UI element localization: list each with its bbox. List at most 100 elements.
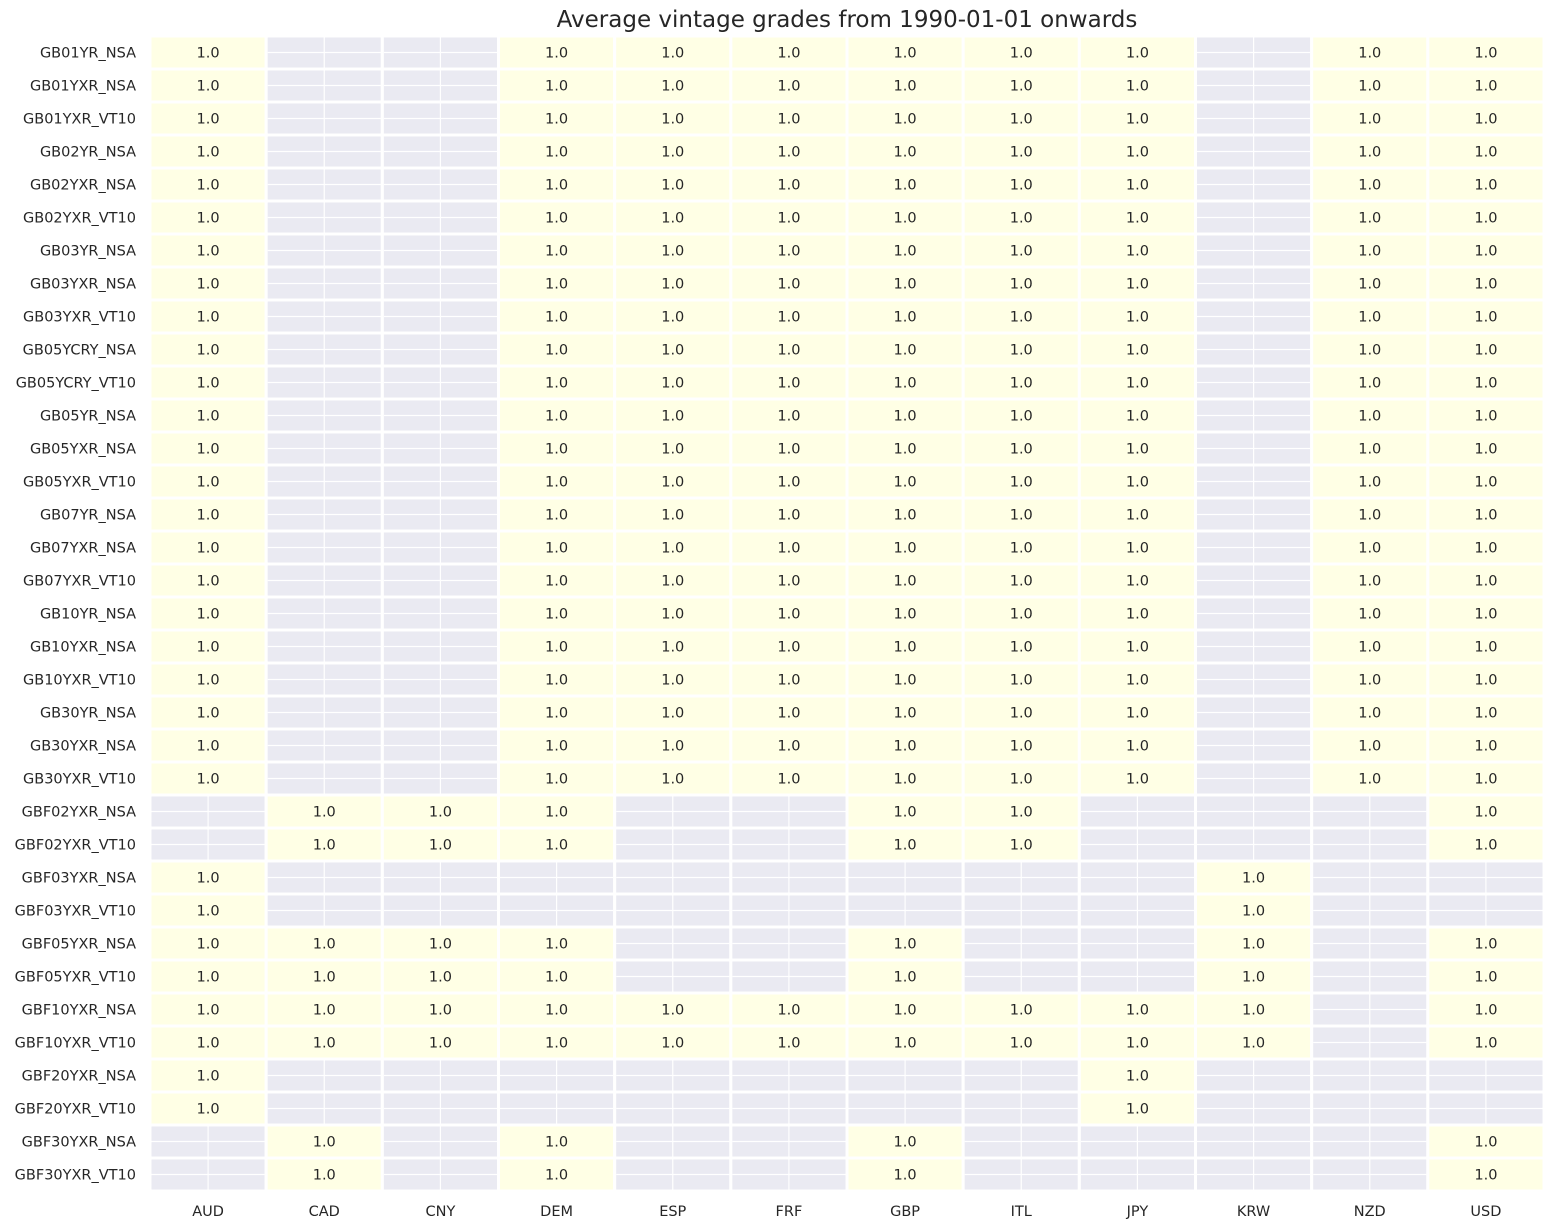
heatmap-cell-GB02YXR_NSA-AUD (148, 166, 268, 203)
cell-value-label: 1.0 (777, 640, 800, 656)
row-label: GB02YXR_NSA (30, 178, 136, 194)
cell-value-label: 1.0 (777, 409, 800, 425)
heatmap-cell-GBF30YXR_VT10-DEM (497, 1156, 617, 1193)
cell-value-label: 1.0 (661, 508, 684, 524)
row-label: GB07YXR_VT10 (23, 574, 136, 590)
column-label: AUD (192, 1204, 224, 1220)
heatmap-cell-GB02YXR_VT10-ITL (961, 199, 1081, 236)
cell-value-label: 1.0 (545, 343, 568, 359)
cell-value-label: 1.0 (894, 277, 917, 293)
cell-value-label: 1.0 (894, 376, 917, 392)
cell-value-label: 1.0 (197, 244, 220, 260)
heatmap-cell-GB02YR_NSA-NZD (1310, 133, 1430, 170)
heatmap-cell-GB01YXR_VT10-NZD (1310, 100, 1430, 137)
cell-value-label: 1.0 (661, 343, 684, 359)
row-label: GBF30YXR_NSA (22, 1135, 136, 1151)
cell-value-label: 1.0 (197, 376, 220, 392)
cell-value-label: 1.0 (545, 112, 568, 128)
cell-value-label: 1.0 (1126, 1003, 1149, 1019)
heatmap-cell-GB03YR_NSA-GBP (845, 232, 965, 269)
cell-value-label: 1.0 (894, 442, 917, 458)
cell-value-label: 1.0 (661, 409, 684, 425)
cell-value-label: 1.0 (894, 145, 917, 161)
cell-value-label: 1.0 (894, 739, 917, 755)
cell-value-label: 1.0 (1010, 739, 1033, 755)
row-label: GB03YR_NSA (40, 244, 136, 260)
cell-value-label: 1.0 (197, 1102, 220, 1118)
cell-value-label: 1.0 (197, 607, 220, 623)
cell-value-label: 1.0 (545, 442, 568, 458)
cell-value-label: 1.0 (1358, 574, 1381, 590)
heatmap-cell-GB01YXR_NSA-ITL (961, 67, 1081, 104)
column-label: ESP (659, 1204, 686, 1220)
cell-value-label: 1.0 (545, 376, 568, 392)
row-label: GB10YXR_VT10 (23, 673, 136, 689)
heatmap-cell-GB10YXR_VT10-FRF (729, 661, 849, 698)
cell-value-label: 1.0 (1010, 574, 1033, 590)
cell-value-label: 1.0 (894, 1135, 917, 1151)
cell-value-label: 1.0 (313, 1168, 336, 1184)
cell-value-label: 1.0 (1474, 343, 1497, 359)
cell-value-label: 1.0 (1474, 1003, 1497, 1019)
heatmap-cell-GB05YXR_VT10-NZD (1310, 463, 1430, 500)
heatmap-cell-GB03YXR_NSA-DEM (497, 265, 617, 302)
cell-value-label: 1.0 (1358, 772, 1381, 788)
cell-value-label: 1.0 (1126, 211, 1149, 227)
cell-value-label: 1.0 (545, 805, 568, 821)
heatmap-cell-GBF02YXR_VT10-USD (1426, 826, 1546, 863)
cell-value-label: 1.0 (313, 970, 336, 986)
cell-value-label: 1.0 (661, 706, 684, 722)
cell-value-label: 1.0 (1474, 706, 1497, 722)
cell-value-label: 1.0 (661, 475, 684, 491)
cell-value-label: 1.0 (1126, 244, 1149, 260)
cell-value-label: 1.0 (777, 442, 800, 458)
cell-value-label: 1.0 (1474, 310, 1497, 326)
cell-value-label: 1.0 (545, 772, 568, 788)
heatmap-cell-GB10YR_NSA-FRF (729, 595, 849, 632)
cell-value-label: 1.0 (1358, 673, 1381, 689)
cell-value-label: 1.0 (777, 541, 800, 557)
cell-value-label: 1.0 (197, 475, 220, 491)
cell-value-label: 1.0 (661, 46, 684, 62)
heatmap-cell-GB10YXR_VT10-AUD (148, 661, 268, 698)
column-label: DEM (540, 1204, 573, 1220)
row-label: GB30YR_NSA (40, 706, 136, 722)
cell-value-label: 1.0 (197, 673, 220, 689)
heatmap-cell-GB02YR_NSA-USD (1426, 133, 1546, 170)
cell-value-label: 1.0 (313, 1135, 336, 1151)
row-label: GB05YR_NSA (40, 409, 136, 425)
heatmap-cell-GB30YXR_VT10-ESP (613, 760, 733, 797)
cell-value-label: 1.0 (777, 244, 800, 260)
cell-value-label: 1.0 (545, 970, 568, 986)
heatmap-cell-GBF05YXR_VT10-CAD (264, 958, 384, 995)
row-label: GB05YCRY_VT10 (16, 376, 136, 392)
plot-area: 1.0 1.0 1.0 1.0 1.0 1.0 1.0 1.0 1.0 1.0 1.0 1.0 1.0 1… (148, 34, 1546, 1193)
heatmap-cell-GB02YXR_VT10-USD (1426, 199, 1546, 236)
heatmap-cell-GB10YR_NSA-GBP (845, 595, 965, 632)
cell-value-label: 1.0 (777, 739, 800, 755)
heatmap-cell-GB30YXR_VT10-ITL (961, 760, 1081, 797)
heatmap-cell-GB10YXR_NSA-USD (1426, 628, 1546, 665)
cell-value-label: 1.0 (1126, 376, 1149, 392)
cell-value-label: 1.0 (545, 937, 568, 953)
cell-value-label: 1.0 (429, 1003, 452, 1019)
row-label: GBF03YXR_NSA (22, 871, 136, 887)
cell-value-label: 1.0 (661, 211, 684, 227)
cell-value-label: 1.0 (1474, 442, 1497, 458)
chart-title: Average vintage grades from 1990-01-01 o… (557, 7, 1138, 33)
heatmap-cell-GB01YR_NSA-USD (1426, 34, 1546, 71)
heatmap-cell-GB05YCRY_VT10-USD (1426, 364, 1546, 401)
heatmap-cell-GB07YXR_VT10-USD (1426, 562, 1546, 599)
row-label: GB01YXR_VT10 (23, 112, 136, 128)
cell-value-label: 1.0 (1474, 640, 1497, 656)
cell-value-label: 1.0 (894, 805, 917, 821)
cell-value-label: 1.0 (777, 46, 800, 62)
heatmap-cell-GBF10YXR_VT10-KRW (1194, 1024, 1314, 1061)
cell-value-label: 1.0 (661, 673, 684, 689)
heatmap-cell-GB05YXR_VT10-ESP (613, 463, 733, 500)
cell-value-label: 1.0 (1242, 1003, 1265, 1019)
cell-value-label: 1.0 (661, 178, 684, 194)
cell-value-label: 1.0 (894, 112, 917, 128)
cell-value-label: 1.0 (777, 145, 800, 161)
cell-value-label: 1.0 (545, 838, 568, 854)
